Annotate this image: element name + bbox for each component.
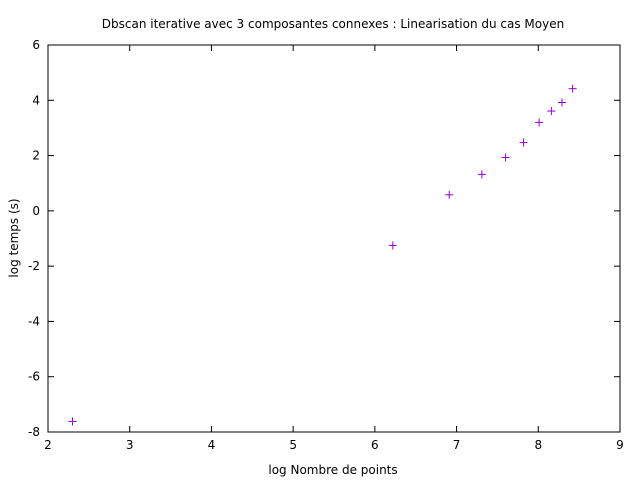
x-axis-label: log Nombre de points [268, 463, 397, 477]
y-tick-label: 0 [32, 204, 40, 218]
y-tick-label: 2 [32, 149, 40, 163]
y-tick-label: -8 [28, 425, 40, 439]
y-axis: -8 -6 -4 -2 0 2 4 6 [28, 38, 620, 439]
x-tick-label: 5 [289, 438, 297, 452]
y-tick-label: 4 [32, 93, 40, 107]
data-point [388, 241, 397, 250]
plot-frame [47, 44, 621, 433]
x-tick-label: 9 [616, 438, 624, 452]
x-axis: 2 3 4 5 6 7 8 9 [44, 45, 624, 452]
y-axis-label: log temps (s) [7, 198, 21, 277]
data-point [535, 118, 544, 127]
x-tick-label: 4 [208, 438, 216, 452]
x-tick-label: 3 [126, 438, 134, 452]
data-point [519, 138, 528, 147]
y-tick-label: 6 [32, 38, 40, 52]
data-point [477, 170, 486, 179]
y-tick-label: -2 [28, 259, 40, 273]
x-tick-label: 8 [534, 438, 542, 452]
x-tick-label: 2 [44, 438, 52, 452]
data-points [68, 84, 577, 426]
data-point [547, 107, 556, 116]
x-tick-label: 6 [371, 438, 379, 452]
y-tick-label: -4 [28, 314, 40, 328]
data-point [568, 84, 577, 93]
data-point [557, 98, 566, 107]
x-tick-label: 7 [453, 438, 461, 452]
data-point [68, 417, 77, 426]
y-tick-label: -6 [28, 370, 40, 384]
chart-title: Dbscan iterative avec 3 composantes conn… [102, 17, 564, 31]
data-point [445, 190, 454, 199]
data-point [501, 153, 510, 162]
